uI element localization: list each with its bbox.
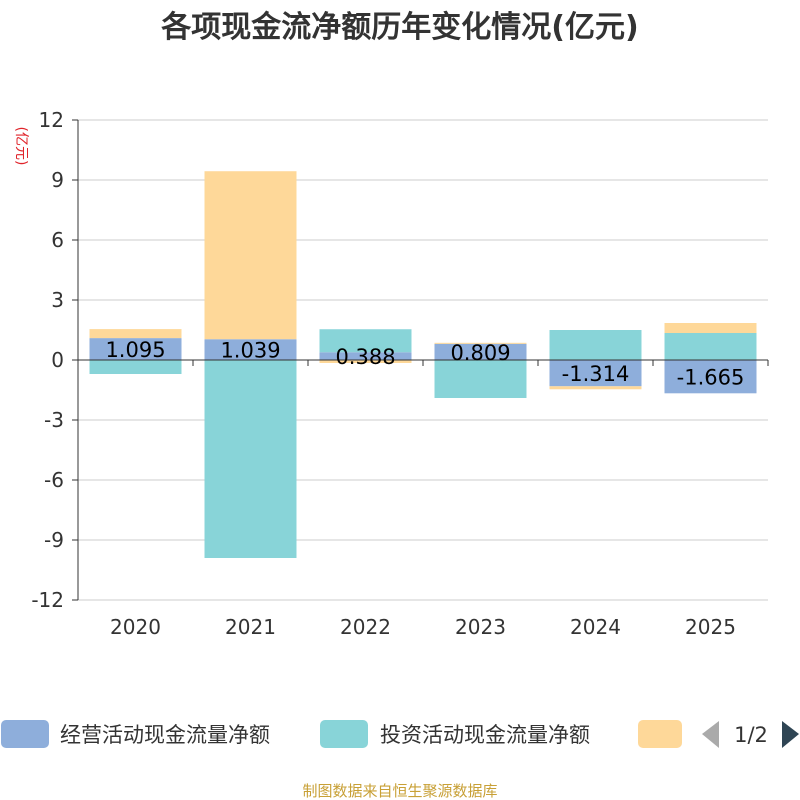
data-label: -1.665 — [677, 366, 745, 390]
data-label: -1.314 — [562, 362, 630, 386]
y-axis-unit: (亿元) — [13, 127, 29, 166]
legend-label-operating: 经营活动现金流量净额 — [60, 723, 270, 747]
y-tick-labels: 12 9 6 3 0 -3 -6 -9 -12 — [31, 108, 64, 612]
bar-series-1-2021[interactable] — [204, 360, 297, 558]
data-label: 0.388 — [335, 345, 395, 369]
bar-series-2-2021[interactable] — [204, 171, 297, 340]
x-tick-label: 2020 — [110, 615, 161, 639]
bar-series-2-2024[interactable] — [549, 386, 642, 390]
bar-series-1-2025[interactable] — [664, 333, 757, 360]
y-tick-label: 9 — [51, 168, 64, 192]
bar-series-0-2022[interactable] — [319, 352, 412, 360]
bar-series-0-2020[interactable] — [89, 338, 182, 360]
bar-series-1-2024[interactable] — [549, 330, 642, 360]
legend[interactable]: 经营活动现金流量净额 投资活动现金流量净额 1/2 — [1, 720, 799, 748]
y-tick-label: -3 — [44, 408, 64, 432]
data-label: 0.809 — [450, 341, 510, 365]
bar-series-0-2025[interactable] — [664, 360, 757, 394]
y-tick-label: -12 — [31, 588, 64, 612]
legend-label-investing: 投资活动现金流量净额 — [380, 723, 590, 747]
y-tick-label: 3 — [51, 288, 64, 312]
x-tick-label: 2022 — [340, 615, 391, 639]
data-label: 1.095 — [105, 338, 165, 362]
bar-series-0-2024[interactable] — [549, 360, 642, 387]
legend-page-indicator: 1/2 — [734, 723, 768, 747]
y-tick-label: -6 — [44, 468, 64, 492]
bar-series-0-2021[interactable] — [204, 339, 297, 360]
bar-series-1-2022[interactable] — [319, 329, 412, 353]
pager-prev-icon[interactable] — [702, 721, 719, 748]
legend-swatch-operating — [1, 720, 49, 748]
x-tick-label: 2023 — [455, 615, 506, 639]
x-tick-label: 2025 — [685, 615, 736, 639]
legend-item-financing[interactable] — [638, 720, 682, 748]
y-tick-label: 12 — [39, 108, 64, 132]
bar-series-2-2023[interactable] — [434, 342, 527, 344]
legend-swatch-investing — [320, 720, 368, 748]
bars[interactable] — [89, 171, 757, 558]
x-tick-label: 2021 — [225, 615, 276, 639]
legend-item-investing[interactable]: 投资活动现金流量净额 — [320, 720, 590, 748]
x-tick-labels: 2020 2021 2022 2023 2024 2025 — [110, 615, 736, 639]
y-tick-label: -9 — [44, 528, 64, 552]
data-source-footer: 制图数据来自恒生聚源数据库 — [302, 782, 497, 800]
bar-series-2-2025[interactable] — [664, 323, 757, 333]
y-tick-label: 6 — [51, 228, 64, 252]
data-labels: 1.095 1.039 0.388 0.809 -1.314 -1.665 — [105, 338, 744, 390]
bar-series-1-2020[interactable] — [89, 360, 182, 374]
pager-next-icon[interactable] — [782, 721, 799, 748]
bar-series-2-2020[interactable] — [89, 329, 182, 339]
data-label: 1.039 — [220, 339, 280, 363]
legend-swatch-financing — [638, 720, 682, 748]
grid-lines — [78, 119, 768, 601]
x-tick-label: 2024 — [570, 615, 621, 639]
legend-item-operating[interactable]: 经营活动现金流量净额 — [1, 720, 270, 748]
y-tick-label: 0 — [51, 348, 64, 372]
bar-series-1-2023[interactable] — [434, 360, 527, 398]
chart-title: 各项现金流净额历年变化情况(亿元) — [160, 10, 638, 45]
bar-series-0-2023[interactable] — [434, 343, 527, 360]
axes — [72, 119, 769, 601]
bar-series-2-2022[interactable] — [319, 360, 412, 363]
